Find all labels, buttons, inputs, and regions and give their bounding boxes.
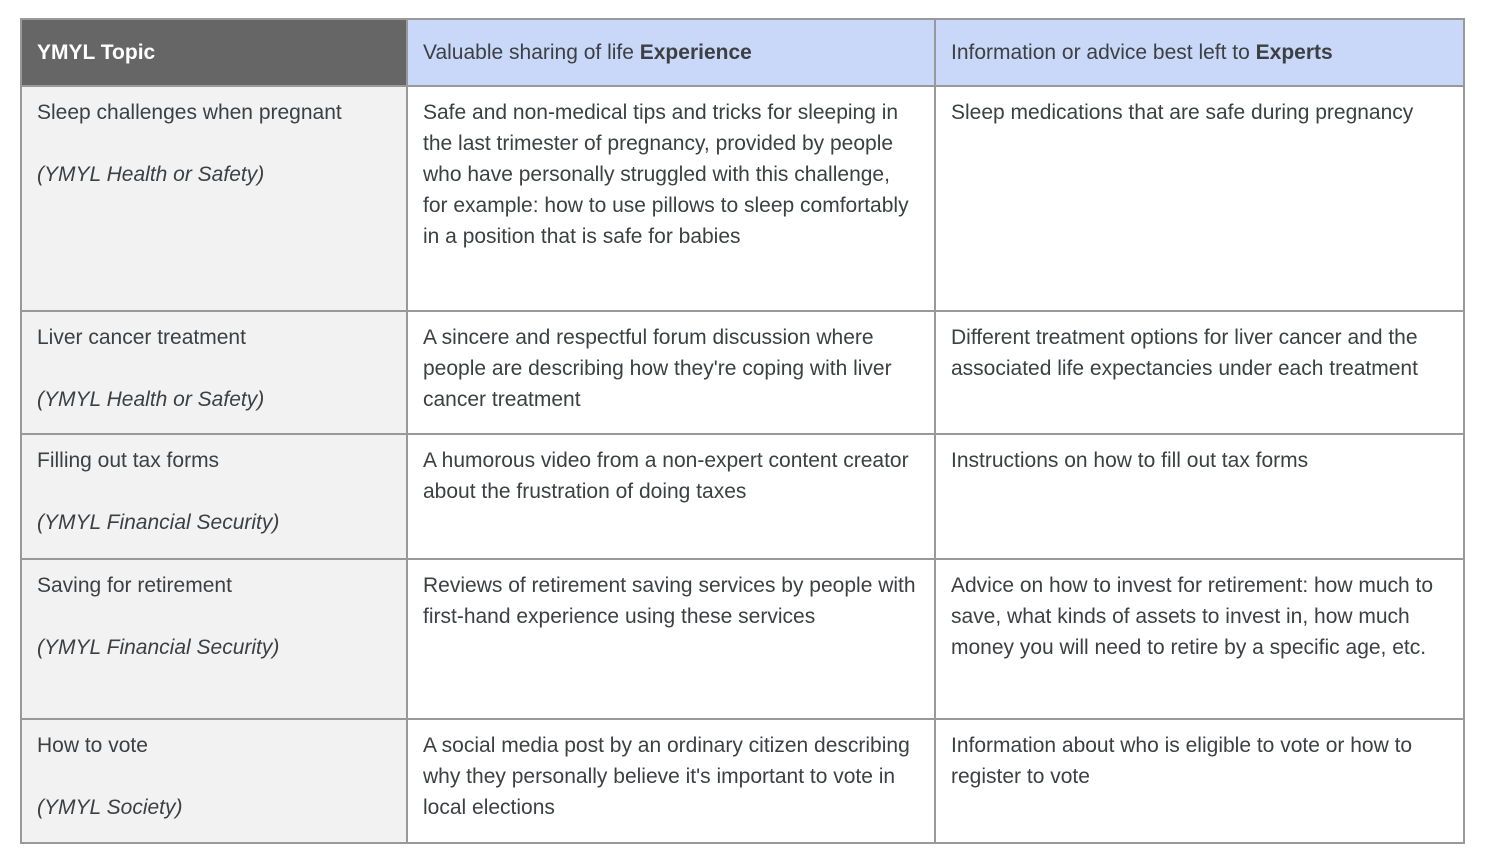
experience-cell: A humorous video from a non-expert conte… (406, 433, 936, 560)
header-experience-prefix: Valuable sharing of life (423, 40, 640, 64)
topic-cell: Sleep challenges when pregnant (YMYL Hea… (20, 85, 408, 312)
topic-text: Filling out tax forms (37, 449, 220, 472)
experts-cell: Information about who is eligible to vot… (934, 718, 1465, 844)
topic-category: (YMYL Society) (37, 796, 183, 820)
header-experience: Valuable sharing of life Experience (406, 18, 936, 87)
header-ymyl-topic: YMYL Topic (20, 18, 408, 87)
table-row: Saving for retirement (YMYL Financial Se… (20, 558, 1465, 720)
table-row: Filling out tax forms (YMYL Financial Se… (20, 433, 1465, 560)
topic-cell: Saving for retirement (YMYL Financial Se… (20, 558, 408, 720)
header-experience-bold: Experience (639, 40, 752, 64)
topic-cell: Filling out tax forms (YMYL Financial Se… (20, 433, 408, 560)
table-row: Sleep challenges when pregnant (YMYL Hea… (20, 85, 1465, 312)
table-header-row: YMYL Topic Valuable sharing of life Expe… (20, 18, 1465, 87)
experience-cell: A sincere and respectful forum discussio… (406, 310, 936, 435)
topic-text: Sleep challenges when pregnant (37, 101, 342, 124)
experts-cell: Instructions on how to fill out tax form… (934, 433, 1465, 560)
topic-category: (YMYL Health or Safety) (37, 163, 265, 187)
header-experts-bold: Experts (1255, 40, 1333, 64)
header-experts-prefix: Information or advice best left to (951, 40, 1256, 64)
ymyl-topics-table: YMYL Topic Valuable sharing of life Expe… (20, 18, 1465, 844)
experts-cell: Different treatment options for liver ca… (934, 310, 1465, 435)
topic-cell: How to vote (YMYL Society) (20, 718, 408, 844)
topic-category: (YMYL Financial Security) (37, 636, 280, 660)
topic-cell: Liver cancer treatment (YMYL Health or S… (20, 310, 408, 435)
topic-category: (YMYL Health or Safety) (37, 388, 265, 412)
experience-cell: A social media post by an ordinary citiz… (406, 718, 936, 844)
topic-text: Saving for retirement (37, 574, 232, 597)
experts-cell: Sleep medications that are safe during p… (934, 85, 1465, 312)
topic-category: (YMYL Financial Security) (37, 511, 280, 535)
topic-text: How to vote (37, 734, 148, 757)
experts-cell: Advice on how to invest for retirement: … (934, 558, 1465, 720)
table-row: How to vote (YMYL Society) A social medi… (20, 718, 1465, 844)
table-row: Liver cancer treatment (YMYL Health or S… (20, 310, 1465, 435)
header-ymyl-topic-label: YMYL Topic (37, 40, 156, 64)
topic-text: Liver cancer treatment (37, 326, 246, 349)
experience-cell: Safe and non-medical tips and tricks for… (406, 85, 936, 312)
experience-cell: Reviews of retirement saving services by… (406, 558, 936, 720)
header-experts: Information or advice best left to Exper… (934, 18, 1465, 87)
